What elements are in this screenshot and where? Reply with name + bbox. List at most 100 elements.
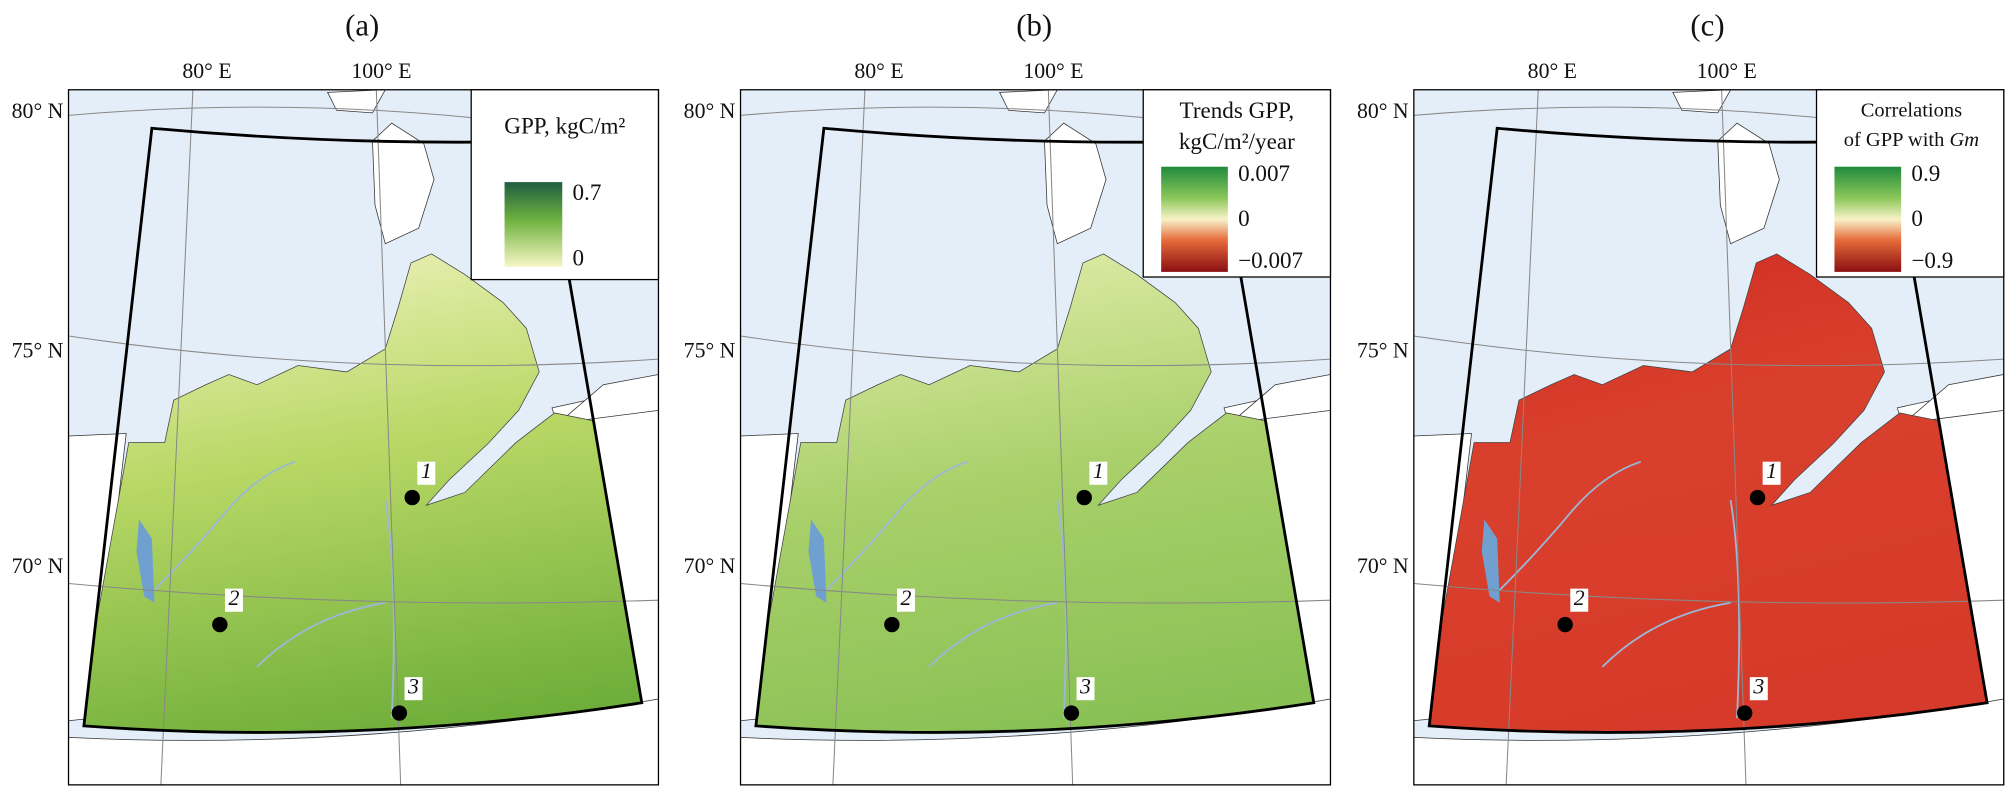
lon-label: 100° E [351,59,411,83]
graticule [68,335,659,367]
map-frame [67,89,660,786]
legend-title-part: Gm [1949,129,1979,151]
region-land [83,253,642,733]
region-outline [1427,126,1989,734]
graticule [68,583,659,604]
legend-title: GPP, kgC/m² [504,113,625,139]
lake [808,519,827,603]
river [153,460,395,719]
lon-label: 100° E [1697,59,1757,83]
land-outside [1044,122,1107,245]
legend-tick-label: 0 [573,245,585,271]
station-label-box [1749,677,1768,701]
lon-label: 100° E [1023,59,1083,83]
graticule [740,335,1331,367]
panel-label: (b) [1016,8,1052,42]
station-label: 3 [1752,675,1764,699]
river [825,460,1067,719]
station-label: 1 [1766,459,1777,483]
legend-title-part: of GPP with [1844,129,1945,151]
region-land [1429,253,1988,733]
lat-label: 80° N [12,99,64,123]
land-outside [998,89,1058,114]
legend-tick-label: 0.007 [1238,160,1290,186]
lake [1481,519,1500,603]
river [1499,460,1741,719]
station-point [884,616,900,633]
legend-tick-label: 0 [1238,205,1250,231]
station-point [1076,489,1092,506]
station-label: 2 [1574,586,1585,610]
legend-tick-label: 0 [1911,205,1923,231]
station-label: 3 [407,675,419,699]
region [1429,253,1988,733]
graticule [1413,335,2004,367]
land-outside [1672,89,1732,114]
station-label: 1 [421,459,432,483]
station-label: 2 [229,586,240,610]
lat-label: 70° N [1357,554,1409,578]
station-point [391,705,408,721]
lat-label: 80° N [1357,99,1409,123]
lon-label: 80° E [182,59,231,83]
map-frame [739,89,1332,786]
land-outside [372,122,435,245]
station-label-box [417,461,436,485]
station-label-box [404,677,423,701]
region-outline [754,126,1316,734]
legend-colorbar [1161,166,1228,272]
station-point [1557,616,1573,633]
lat-label: 70° N [684,554,736,578]
map-panel: 1 2 3 (b) 80° E 100° E 80° N 75° N 70° N Trends G… [684,8,1332,786]
graticule [832,89,866,785]
legend-title: Correlations [1861,99,1962,121]
graticule [740,583,1331,604]
station-point [1749,489,1766,506]
legend-title: kgC/m²/year [1179,128,1295,154]
land-outside [1717,122,1780,245]
station-label-box [1762,461,1781,485]
station-label: 2 [901,586,912,610]
legend-tick-label: −0.9 [1911,247,1953,273]
station-point [1737,705,1753,721]
graticule [160,89,194,785]
region-land [755,253,1314,733]
panel-label: (c) [1690,8,1724,42]
region-outline [82,126,644,734]
region [755,253,1314,733]
lon-label: 80° E [854,59,903,83]
graticule [1047,89,1074,785]
legend-colorbar [1834,166,1902,272]
region [83,253,642,733]
station-label-box [1076,677,1095,701]
station-label-box [896,588,915,612]
lat-label: 80° N [684,99,736,123]
station-label: 1 [1093,459,1104,483]
legend-tick-label: 0.7 [573,179,602,205]
legend-title: of GPP with Gm [1844,129,1979,151]
graticule [1413,583,2004,604]
map-panel: 1 2 3 (a) 80° E 100° E 80° N 75° N 70° N GPP, kgC… [12,8,660,786]
station-label-box [224,588,243,612]
legend-colorbar [504,182,563,267]
legend-title: Trends GPP, [1180,97,1295,123]
legend-tick-label: 0.9 [1911,160,1940,186]
lake [136,519,155,603]
map-panel: 1 2 3 (c) 80° E 100° E 80° N 75° N 70° N Correlat… [1357,8,2005,786]
station-label: 3 [1079,675,1091,699]
lat-label: 75° N [12,339,64,363]
land-outside [326,89,386,114]
graticule [1721,89,1747,785]
graticule [1505,89,1539,785]
station-label-box [1570,588,1589,612]
station-label-box [1089,461,1108,485]
legend-box [470,89,660,281]
lon-label: 80° E [1528,59,1577,83]
map-frame [1413,89,2005,786]
station-point [404,489,420,506]
lat-label: 75° N [1357,339,1409,363]
graticule [375,89,402,785]
station-point [212,616,228,633]
lat-label: 75° N [684,339,736,363]
